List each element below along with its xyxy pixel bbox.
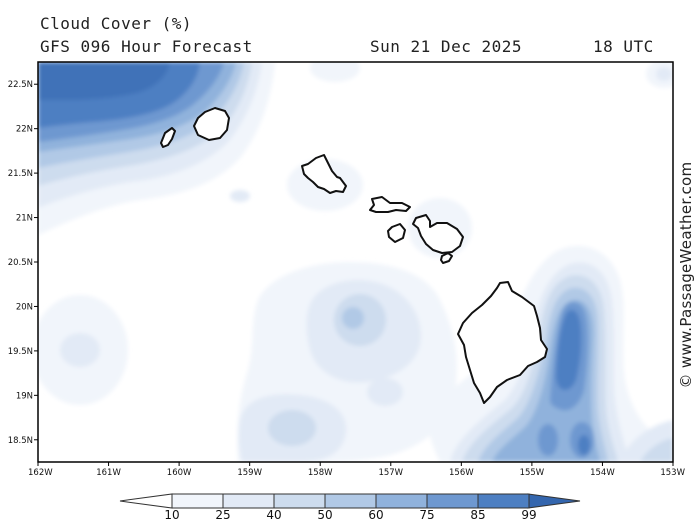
latitude-axis: 22.5N 22N 21.5N 21N 20.5N 20N 19.5N 19N 18.5N: [8, 80, 38, 446]
legend-label: 75: [419, 508, 434, 522]
watermark: © www.PassageWeather.com: [676, 150, 696, 400]
forecast-time: 18 UTC: [593, 37, 654, 56]
east-of-big-island-band: [428, 245, 673, 462]
northwest-cloud-band: [38, 62, 275, 235]
cloud-cover-fill: [38, 62, 673, 462]
oahu-island: [301, 154, 347, 194]
legend-label: 25: [215, 508, 230, 522]
lat-tick-label: 19.5N: [8, 347, 33, 357]
lon-tick-label: 162W: [28, 468, 53, 478]
legend-color-box: [171, 493, 224, 509]
cloud-cover-legend: 10 25 40 50 60 75 85 99: [119, 493, 581, 522]
forecast-model-label: GFS 096 Hour Forecast: [40, 37, 253, 56]
kauai-island: [193, 107, 230, 141]
southeast-corner-patch: [620, 420, 673, 462]
legend-above-max-triangle: [527, 493, 581, 509]
north-central-patch: [310, 62, 360, 82]
legend-color-box: [222, 493, 275, 509]
longitude-axis: 162W 161W 160W 159W 158W 157W 156W 155W 154W 153W: [28, 462, 686, 478]
legend-color-box: [375, 493, 428, 509]
lat-tick-label: 22N: [16, 125, 33, 135]
lon-tick-label: 156W: [449, 468, 474, 478]
west-of-oahu-patch: [230, 190, 250, 202]
hawaii-island: [457, 281, 548, 404]
kahoolawe-island: [440, 252, 453, 264]
legend-label: 10: [164, 508, 179, 522]
lon-tick-label: 159W: [237, 468, 262, 478]
lanai-island: [387, 223, 406, 243]
lon-tick-label: 153W: [660, 468, 685, 478]
southwest-patch: [38, 295, 128, 405]
legend-label: 60: [368, 508, 383, 522]
legend-label: 40: [266, 508, 281, 522]
south-patch: [238, 394, 347, 462]
lat-tick-label: 22.5N: [8, 80, 33, 90]
legend-color-box: [477, 493, 530, 509]
legend-label: 99: [521, 508, 536, 522]
legend-label: 50: [317, 508, 332, 522]
island-coastlines: [160, 107, 548, 404]
lat-tick-label: 21.5N: [8, 169, 33, 179]
lat-tick-label: 21N: [16, 214, 33, 224]
lon-tick-label: 158W: [308, 468, 333, 478]
maui-island: [412, 214, 464, 254]
lon-tick-label: 154W: [590, 468, 615, 478]
niihau-island: [160, 127, 176, 148]
watermark-text: © www.PassageWeather.com: [677, 161, 695, 389]
map-title: Cloud Cover (%): [40, 14, 192, 33]
forecast-date: Sun 21 Dec 2025: [370, 37, 522, 56]
molokai-island: [369, 196, 411, 213]
lat-tick-label: 20.5N: [8, 258, 33, 268]
legend-below-min-triangle: [119, 493, 173, 509]
legend-color-box: [426, 493, 479, 509]
lon-tick-label: 157W: [378, 468, 403, 478]
lat-tick-label: 20N: [16, 302, 33, 312]
legend-color-box: [273, 493, 326, 509]
lat-tick-label: 19N: [16, 391, 33, 401]
lon-tick-label: 155W: [520, 468, 545, 478]
lat-tick-label: 18.5N: [8, 436, 33, 446]
lon-tick-label: 161W: [96, 468, 121, 478]
legend-color-box: [324, 493, 377, 509]
lon-tick-label: 160W: [167, 468, 192, 478]
legend-label: 85: [470, 508, 485, 522]
